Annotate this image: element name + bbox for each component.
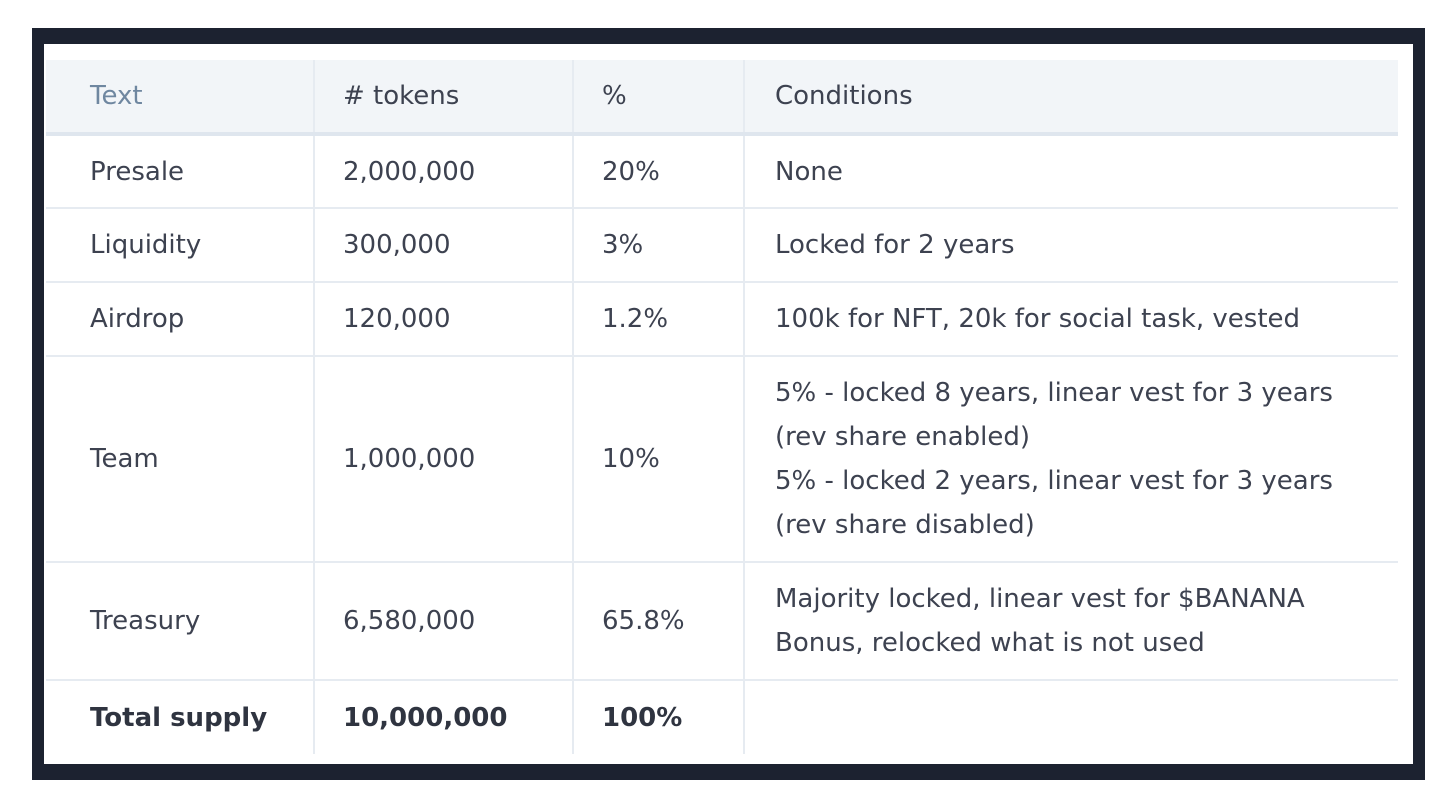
condition-line: Bonus, relocked what is not used: [775, 628, 1205, 658]
table-frame: Text # tokens % Conditions Presale 2,000…: [32, 28, 1425, 780]
header-percent: %: [573, 60, 745, 134]
cell-tokens: 6,580,000: [314, 561, 574, 680]
cell-percent: 100%: [573, 679, 745, 754]
table-row: Team 1,000,000 10% 5% - locked 8 years, …: [46, 355, 1398, 562]
cell-percent: 65.8%: [573, 561, 745, 680]
condition-line: Majority locked, linear vest for $BANANA: [775, 584, 1305, 614]
cell-text: Presale: [46, 133, 315, 208]
table-row-total: Total supply 10,000,000 100%: [46, 679, 1398, 754]
cell-conditions: None: [744, 133, 1398, 208]
table-card: Text # tokens % Conditions Presale 2,000…: [44, 44, 1413, 764]
cell-conditions: Locked for 2 years: [744, 207, 1398, 282]
condition-line: 5% - locked 2 years, linear vest for 3 y…: [775, 466, 1333, 496]
cell-tokens: 120,000: [314, 281, 574, 356]
token-allocation-table: Text # tokens % Conditions Presale 2,000…: [46, 60, 1398, 754]
cell-tokens: 1,000,000: [314, 355, 574, 562]
header-text: Text: [46, 60, 315, 134]
cell-conditions: 5% - locked 8 years, linear vest for 3 y…: [744, 355, 1398, 562]
condition-line: 5% - locked 8 years, linear vest for 3 y…: [775, 378, 1333, 408]
cell-text: Airdrop: [46, 281, 315, 356]
cell-text: Total supply: [46, 679, 315, 754]
cell-conditions: Majority locked, linear vest for $BANANA…: [744, 561, 1398, 680]
cell-percent: 1.2%: [573, 281, 745, 356]
cell-text: Treasury: [46, 561, 315, 680]
cell-tokens: 10,000,000: [314, 679, 574, 754]
table-header-row: Text # tokens % Conditions: [46, 60, 1398, 134]
cell-tokens: 300,000: [314, 207, 574, 282]
table-row: Presale 2,000,000 20% None: [46, 133, 1398, 208]
cell-percent: 10%: [573, 355, 745, 562]
cell-conditions: [744, 679, 1398, 754]
cell-conditions: 100k for NFT, 20k for social task, veste…: [744, 281, 1398, 356]
header-conditions: Conditions: [775, 81, 913, 111]
condition-line: None: [775, 156, 843, 187]
table-row: Airdrop 120,000 1.2% 100k for NFT, 20k f…: [46, 281, 1398, 356]
condition-line: (rev share disabled): [775, 510, 1035, 540]
table-row: Treasury 6,580,000 65.8% Majority locked…: [46, 561, 1398, 680]
header-tokens: # tokens: [314, 60, 574, 134]
cell-text: Team: [46, 355, 315, 562]
condition-line: Locked for 2 years: [775, 230, 1015, 260]
cell-percent: 3%: [573, 207, 745, 282]
cell-percent: 20%: [573, 133, 745, 208]
table-row: Liquidity 300,000 3% Locked for 2 years: [46, 207, 1398, 282]
condition-line: (rev share enabled): [775, 422, 1031, 452]
cell-text: Liquidity: [46, 207, 315, 282]
condition-line: 100k for NFT, 20k for social task, veste…: [775, 304, 1301, 334]
cell-tokens: 2,000,000: [314, 133, 574, 208]
